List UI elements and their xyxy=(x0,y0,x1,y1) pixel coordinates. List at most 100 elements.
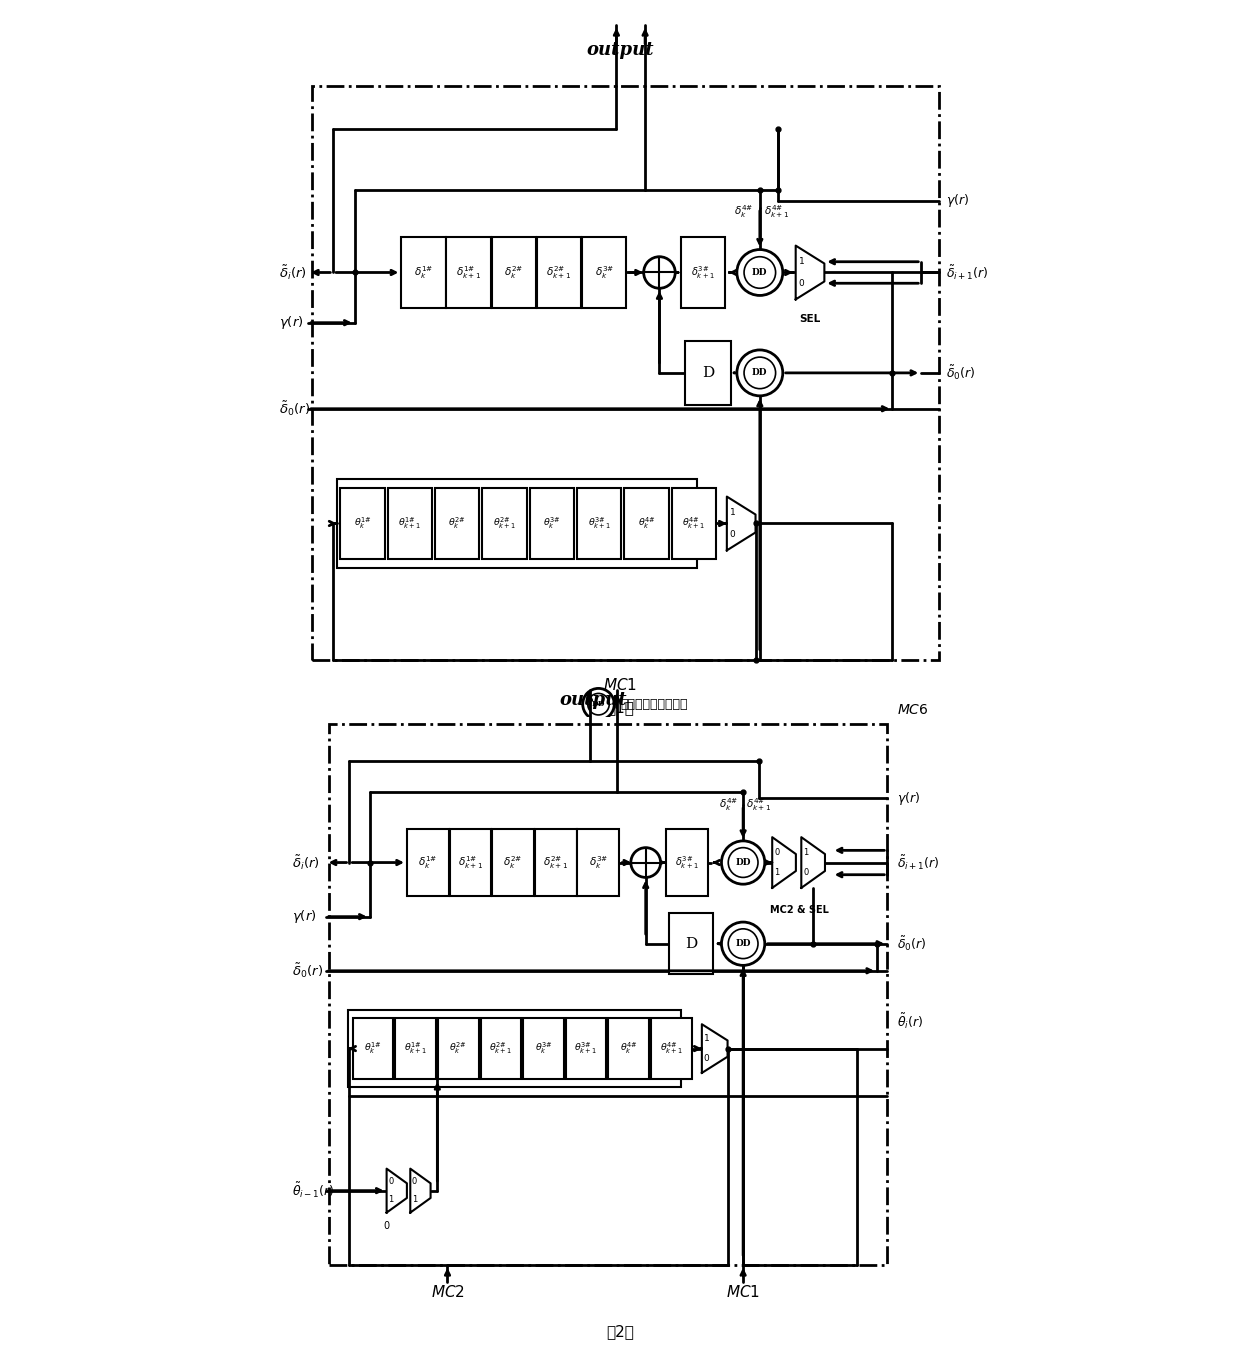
Text: $\tilde{\delta}_i(r)$: $\tilde{\delta}_i(r)$ xyxy=(279,264,308,281)
Bar xyxy=(523,1017,564,1080)
Circle shape xyxy=(744,257,775,288)
Text: $\delta_{k+1}^{2\#}$: $\delta_{k+1}^{2\#}$ xyxy=(547,264,572,281)
Circle shape xyxy=(583,689,614,720)
Text: $\theta_{k+1}^{1\#}$: $\theta_{k+1}^{1\#}$ xyxy=(398,515,422,532)
Bar xyxy=(311,87,939,660)
Text: $\delta_{k+1}^{4\#}$: $\delta_{k+1}^{4\#}$ xyxy=(746,797,771,813)
Text: DD: DD xyxy=(735,858,751,867)
Bar xyxy=(446,237,491,308)
Text: $\delta_{k+1}^{3\#}$: $\delta_{k+1}^{3\#}$ xyxy=(675,854,699,871)
Bar xyxy=(340,487,384,559)
Text: 1: 1 xyxy=(388,1195,393,1204)
Text: ：二级流水线乘法器: ：二级流水线乘法器 xyxy=(620,698,687,710)
Bar xyxy=(450,828,491,897)
Bar xyxy=(670,913,713,974)
Text: $\delta_{k+1}^{2\#}$: $\delta_{k+1}^{2\#}$ xyxy=(543,854,568,871)
Text: $\tilde{\delta}_0(r)$: $\tilde{\delta}_0(r)$ xyxy=(291,962,322,980)
Text: $MC1$: $MC1$ xyxy=(603,676,637,693)
Text: $\delta_k^{2\#}$: $\delta_k^{2\#}$ xyxy=(505,264,523,281)
Bar xyxy=(388,487,432,559)
Bar xyxy=(482,487,527,559)
Text: 1: 1 xyxy=(804,848,808,856)
Text: 0: 0 xyxy=(412,1177,417,1187)
Text: $\tilde{\delta}_0(r)$: $\tilde{\delta}_0(r)$ xyxy=(946,364,976,382)
Text: 0: 0 xyxy=(388,1177,393,1187)
Text: $MC1$: $MC1$ xyxy=(727,1284,760,1300)
Circle shape xyxy=(588,694,609,714)
Bar xyxy=(353,1017,393,1080)
Text: $\gamma(r)$: $\gamma(r)$ xyxy=(291,908,316,925)
Bar xyxy=(582,237,626,308)
Text: $\theta_k^{1\#}$: $\theta_k^{1\#}$ xyxy=(365,1040,382,1057)
Bar xyxy=(609,1017,649,1080)
Circle shape xyxy=(722,923,765,966)
Bar xyxy=(624,487,668,559)
Bar xyxy=(337,479,697,568)
Bar xyxy=(348,1009,681,1088)
Text: $\tilde{\delta}_{i+1}(r)$: $\tilde{\delta}_{i+1}(r)$ xyxy=(898,854,940,871)
Text: $\theta_k^{4\#}$: $\theta_k^{4\#}$ xyxy=(620,1040,637,1057)
Text: MC2 & SEL: MC2 & SEL xyxy=(770,905,828,915)
Polygon shape xyxy=(410,1169,430,1212)
Bar xyxy=(402,237,445,308)
Text: output: output xyxy=(587,41,653,60)
Text: $\delta_k^{4\#}$: $\delta_k^{4\#}$ xyxy=(734,203,753,221)
Text: $\delta_k^{1\#}$: $\delta_k^{1\#}$ xyxy=(414,264,433,281)
Text: $\tilde{\theta}_{i-1}(r)$: $\tilde{\theta}_{i-1}(r)$ xyxy=(291,1181,335,1200)
Text: 0: 0 xyxy=(804,869,808,877)
Text: $\theta_{k+1}^{4\#}$: $\theta_{k+1}^{4\#}$ xyxy=(660,1040,683,1057)
Text: output: output xyxy=(559,691,626,709)
Bar xyxy=(565,1017,606,1080)
Text: 0: 0 xyxy=(799,279,805,288)
Text: $\theta_k^{2\#}$: $\theta_k^{2\#}$ xyxy=(449,1040,467,1057)
Text: $MC6$: $MC6$ xyxy=(898,704,929,717)
Text: $\tilde{\delta}_i(r)$: $\tilde{\delta}_i(r)$ xyxy=(291,854,320,871)
Bar xyxy=(438,1017,479,1080)
Text: $\tilde{\theta}_i(r)$: $\tilde{\theta}_i(r)$ xyxy=(898,1012,924,1031)
Polygon shape xyxy=(387,1169,407,1212)
Text: DD: DD xyxy=(591,701,605,708)
Bar xyxy=(492,828,534,897)
Circle shape xyxy=(737,350,782,396)
Text: $\theta_k^{4\#}$: $\theta_k^{4\#}$ xyxy=(637,515,656,532)
Text: $\theta_{k+1}^{2\#}$: $\theta_{k+1}^{2\#}$ xyxy=(492,515,516,532)
Circle shape xyxy=(644,257,676,288)
Circle shape xyxy=(728,847,758,878)
Text: DD: DD xyxy=(753,268,768,277)
Text: $\delta_{k+1}^{4\#}$: $\delta_{k+1}^{4\#}$ xyxy=(764,203,789,221)
Bar xyxy=(534,828,577,897)
Text: $\delta_{k+1}^{1\#}$: $\delta_{k+1}^{1\#}$ xyxy=(458,854,484,871)
Text: （1）: （1） xyxy=(606,701,634,716)
Polygon shape xyxy=(727,497,755,551)
Text: DD: DD xyxy=(735,939,751,948)
Circle shape xyxy=(631,847,661,878)
Text: $\theta_{k+1}^{1\#}$: $\theta_{k+1}^{1\#}$ xyxy=(404,1040,428,1057)
Text: 1: 1 xyxy=(412,1195,417,1204)
Bar xyxy=(666,828,708,897)
Text: 1: 1 xyxy=(729,509,735,517)
Bar xyxy=(481,1017,521,1080)
Circle shape xyxy=(722,840,765,885)
Text: $\delta_k^{3\#}$: $\delta_k^{3\#}$ xyxy=(595,264,614,281)
Text: $\theta_{k+1}^{4\#}$: $\theta_{k+1}^{4\#}$ xyxy=(682,515,706,532)
Text: D: D xyxy=(702,365,714,380)
Bar xyxy=(651,1017,692,1080)
Text: $\delta_{k+1}^{3\#}$: $\delta_{k+1}^{3\#}$ xyxy=(691,264,715,281)
Polygon shape xyxy=(801,838,825,888)
Bar xyxy=(537,237,582,308)
Bar xyxy=(577,487,621,559)
Text: D: D xyxy=(686,936,697,951)
Text: SEL: SEL xyxy=(800,314,821,325)
Text: $\theta_k^{3\#}$: $\theta_k^{3\#}$ xyxy=(543,515,560,532)
Text: $\gamma(r)$: $\gamma(r)$ xyxy=(946,192,970,210)
Text: $\theta_{k+1}^{3\#}$: $\theta_{k+1}^{3\#}$ xyxy=(588,515,611,532)
Text: $\tilde{\delta}_0(r)$: $\tilde{\delta}_0(r)$ xyxy=(279,399,310,418)
Text: $MC2$: $MC2$ xyxy=(430,1284,465,1300)
Text: $\delta_k^{3\#}$: $\delta_k^{3\#}$ xyxy=(589,854,608,871)
Text: $\tilde{\delta}_{i+1}(r)$: $\tilde{\delta}_{i+1}(r)$ xyxy=(946,264,990,281)
Text: $\theta_{k+1}^{3\#}$: $\theta_{k+1}^{3\#}$ xyxy=(574,1040,598,1057)
Text: $\theta_k^{2\#}$: $\theta_k^{2\#}$ xyxy=(449,515,466,532)
Text: 1: 1 xyxy=(774,869,780,877)
Text: 0: 0 xyxy=(729,530,735,538)
Text: $\theta_k^{1\#}$: $\theta_k^{1\#}$ xyxy=(353,515,372,532)
